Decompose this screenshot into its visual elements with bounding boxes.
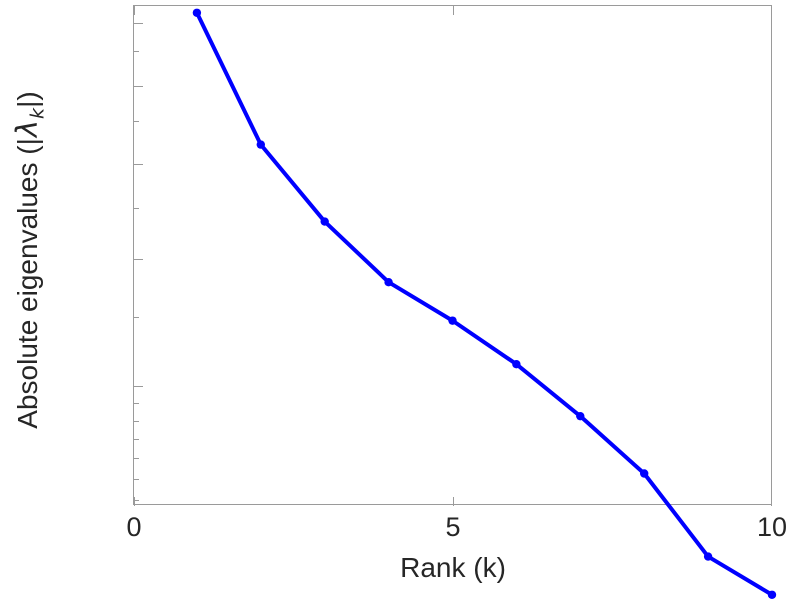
x-tick-0 <box>134 497 135 506</box>
y-tick-minor-140 <box>134 500 139 501</box>
x-tick-5 <box>453 497 454 506</box>
y-tick-minor-250 <box>134 317 139 318</box>
y-tick-300 <box>134 259 143 260</box>
y-tick-minor-350 <box>134 208 139 209</box>
x-tick-top-5 <box>453 6 454 15</box>
x-tick-10 <box>771 497 772 506</box>
x-tick-label-10: 10 <box>756 512 788 542</box>
y-axis-title: Absolute eigenvalues (|λk|) <box>6 0 52 520</box>
y-tick-minor-450 <box>134 121 139 122</box>
y-tick-400 <box>134 164 143 165</box>
x-tick-label-5: 5 <box>445 512 461 542</box>
y-tick-500 <box>134 86 143 87</box>
lambda-subscript: k <box>26 107 49 119</box>
y-tick-minor-190 <box>134 403 139 404</box>
lambda-symbol: λ <box>9 119 44 138</box>
plot-area <box>133 5 772 506</box>
data-point-10 <box>767 590 777 599</box>
x-tick-top-0 <box>134 6 135 15</box>
y-tick-minor-550 <box>134 51 139 52</box>
y-tick-600 <box>134 23 143 24</box>
y-tick-minor-150 <box>134 479 139 480</box>
x-axis-title: Rank (k) <box>400 552 506 583</box>
y-tick-minor-160 <box>134 458 139 459</box>
y-tick-200 <box>134 386 143 387</box>
x-tick-label-0: 0 <box>126 512 142 542</box>
x-tick-top-10 <box>771 6 772 15</box>
y-tick-minor-170 <box>134 439 139 440</box>
y-axis-title-text: Absolute eigenvalues (|λk|) <box>9 91 49 429</box>
y-tick-minor-180 <box>134 421 139 422</box>
